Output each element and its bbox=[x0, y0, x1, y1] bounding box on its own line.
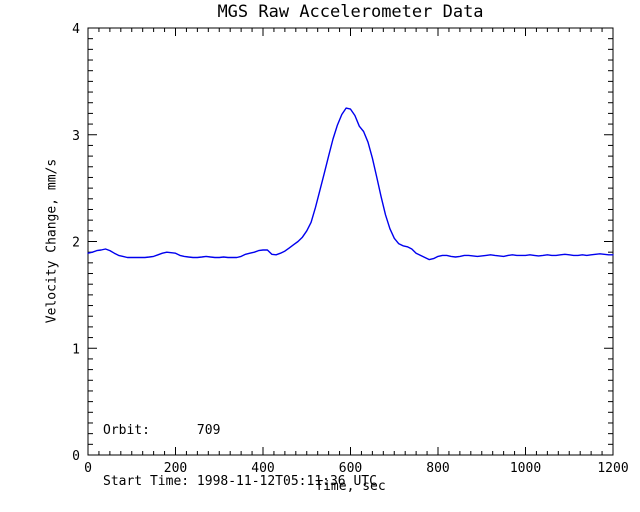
y-tick-labels: 0 1 2 3 4 bbox=[72, 22, 80, 464]
y-axis-label: Velocity Change, mm/s bbox=[44, 158, 60, 324]
x-tick-label: 400 bbox=[251, 461, 274, 476]
annotation-start-time: Start Time: 1998-11-12T05:11:36 UTC bbox=[103, 474, 377, 489]
x-tick-label: 0 bbox=[84, 461, 92, 476]
x-tick-labels: 0 200 400 600 800 1000 1200 bbox=[84, 461, 629, 476]
annotation-block: Orbit: 709 Start Time: 1998-11-12T05:11:… bbox=[103, 388, 377, 512]
chart-title: MGS Raw Accelerometer Data bbox=[217, 2, 484, 22]
x-tick-label: 800 bbox=[426, 461, 449, 476]
annotation-orbit: Orbit: 709 bbox=[103, 423, 221, 438]
x-tick-label: 600 bbox=[339, 461, 362, 476]
y-minor-ticks bbox=[88, 38, 613, 445]
y-tick-label: 2 bbox=[72, 236, 80, 251]
x-tick-label: 200 bbox=[164, 461, 187, 476]
x-major-ticks bbox=[87, 28, 614, 455]
y-tick-label: 1 bbox=[72, 342, 80, 357]
x-tick-label: 1000 bbox=[510, 461, 541, 476]
x-tick-label: 1200 bbox=[597, 461, 628, 476]
x-minor-ticks bbox=[98, 28, 603, 455]
y-major-ticks bbox=[88, 27, 613, 456]
data-curve bbox=[87, 107, 614, 261]
x-axis-label: Time, sec bbox=[315, 479, 386, 494]
y-tick-label: 3 bbox=[72, 129, 80, 144]
y-tick-label: 0 bbox=[72, 449, 80, 464]
y-tick-label: 4 bbox=[72, 22, 80, 37]
